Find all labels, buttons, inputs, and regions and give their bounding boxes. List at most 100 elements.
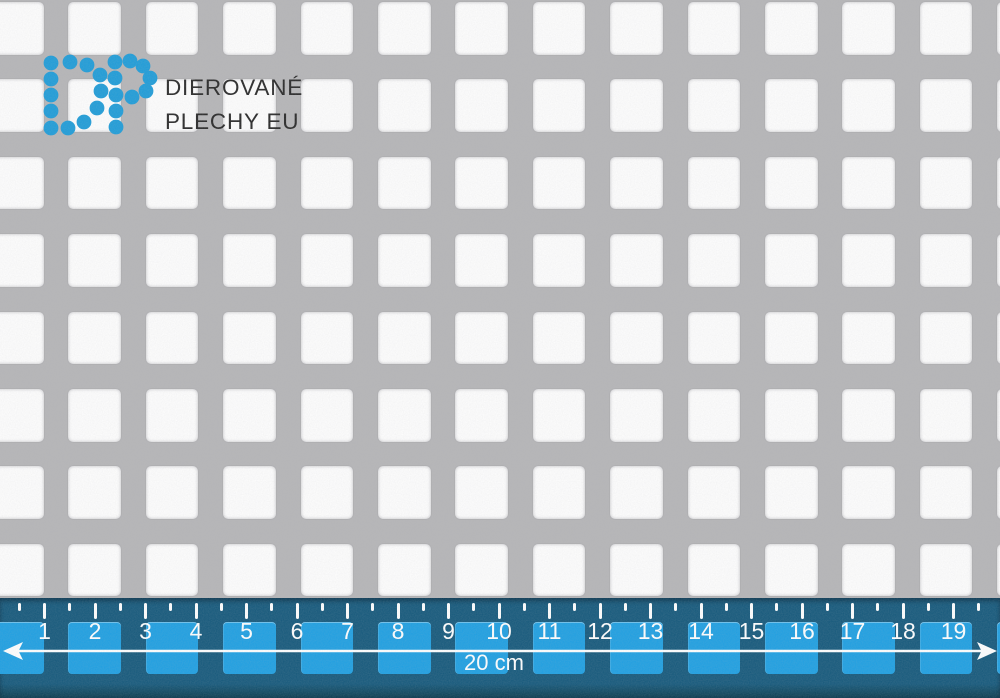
sheet-hole: [765, 2, 818, 55]
sheet-hole: [687, 156, 741, 210]
sheet-hole: [532, 389, 586, 442]
sheet-hole: [378, 311, 431, 365]
sheet-hole: [919, 156, 973, 210]
sheet-hole: [842, 389, 895, 442]
sheet-hole: [145, 311, 199, 365]
sheet-hole: [0, 389, 44, 442]
sheet-hole: [455, 156, 508, 210]
sheet-hole: [455, 234, 508, 287]
sheet-hole: [919, 2, 973, 55]
sheet-hole: [145, 234, 199, 287]
sheet-hole: [300, 466, 354, 519]
sheet-hole: [68, 466, 121, 519]
sheet-hole: [223, 543, 276, 597]
sheet-hole: [300, 2, 354, 55]
logo-dot: [62, 54, 78, 70]
sheet-hole: [455, 466, 508, 519]
sheet-hole: [532, 543, 586, 597]
sheet-hole: [223, 311, 276, 365]
logo-dot: [60, 120, 76, 136]
sheet-hole: [687, 389, 741, 442]
sheet-hole: [610, 2, 663, 55]
sheet-hole: [223, 2, 276, 55]
sheet-hole: [765, 156, 818, 210]
sheet-hole: [610, 234, 663, 287]
sheet-hole: [300, 156, 354, 210]
sheet-hole: [378, 2, 431, 55]
sheet-hole: [610, 466, 663, 519]
logo-dot: [43, 55, 59, 71]
logo-dot: [43, 103, 59, 119]
logo-dot: [79, 57, 95, 73]
sheet-hole: [687, 466, 741, 519]
sheet-hole: [378, 389, 431, 442]
sheet-hole: [687, 2, 741, 55]
sheet-hole: [378, 79, 431, 132]
sheet-hole: [455, 79, 508, 132]
logo-dot: [107, 70, 123, 86]
sheet-hole: [68, 311, 121, 365]
sheet-hole: [0, 543, 44, 597]
logo-dot: [93, 83, 109, 99]
sheet-hole: [300, 389, 354, 442]
sheet-hole: [223, 466, 276, 519]
sheet-hole: [610, 311, 663, 365]
sheet-hole: [455, 389, 508, 442]
sheet-hole: [378, 466, 431, 519]
sheet-hole: [842, 156, 895, 210]
sheet-hole: [610, 543, 663, 597]
logo-dot: [108, 103, 124, 119]
sheet-hole: [378, 543, 431, 597]
logo-dot: [92, 67, 108, 83]
sheet-hole: [842, 2, 895, 55]
sheet-hole: [687, 79, 741, 132]
sheet-hole: [455, 311, 508, 365]
sheet-hole: [0, 234, 44, 287]
sheet-hole: [300, 543, 354, 597]
sheet-hole: [378, 234, 431, 287]
sheet-hole: [532, 79, 586, 132]
sheet-hole: [532, 466, 586, 519]
sheet-hole: [610, 389, 663, 442]
sheet-hole: [765, 389, 818, 442]
sheet-hole: [145, 389, 199, 442]
sheet-hole: [765, 234, 818, 287]
sheet-hole: [532, 311, 586, 365]
logo-dot: [43, 71, 59, 87]
sheet-hole: [532, 156, 586, 210]
sheet-hole: [0, 156, 44, 210]
sheet-hole: [0, 311, 44, 365]
logo-dot: [142, 70, 158, 86]
sheet-hole: [919, 389, 973, 442]
sheet-hole: [765, 543, 818, 597]
sheet-hole: [919, 466, 973, 519]
sheet-hole: [378, 156, 431, 210]
sheet-hole: [223, 234, 276, 287]
measure-length-label: 20 cm: [464, 650, 524, 675]
sheet-hole: [842, 543, 895, 597]
logo-dot: [108, 119, 124, 135]
sheet-hole: [842, 311, 895, 365]
logo-dot: [124, 89, 140, 105]
sheet-hole: [145, 543, 199, 597]
measure-arrow: [3, 642, 997, 660]
sheet-hole: [765, 466, 818, 519]
sheet-hole: [842, 79, 895, 132]
sheet-hole: [300, 234, 354, 287]
sheet-hole: [223, 389, 276, 442]
logo-dot: [43, 120, 59, 136]
sheet-hole: [919, 79, 973, 132]
brand-name-line1: DIEROVANÉ: [165, 75, 304, 100]
sheet-hole: [919, 543, 973, 597]
sheet-hole: [455, 2, 508, 55]
logo-dot: [122, 53, 138, 69]
sheet-hole: [532, 234, 586, 287]
sheet-hole: [68, 156, 121, 210]
logo-dot: [76, 114, 92, 130]
sheet-hole: [765, 311, 818, 365]
logo-dot: [108, 87, 124, 103]
logo-dot: [107, 54, 123, 70]
measuring-ruler: 1 2 3 4 5 6 7 8 9 10 11 12 13 14 15 16 17 18 19 20 cm: [0, 598, 1000, 698]
sheet-hole: [300, 311, 354, 365]
